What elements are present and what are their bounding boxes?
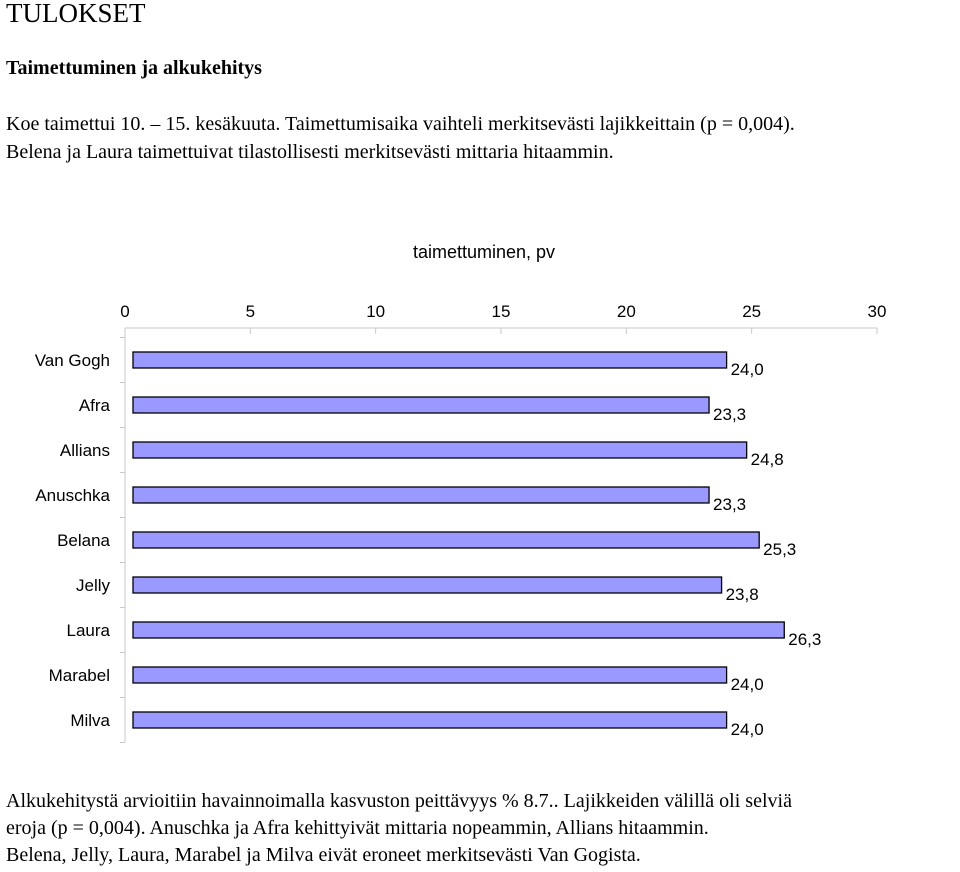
bar-value-label: 23,3: [713, 405, 746, 424]
x-tick-label: 5: [246, 302, 255, 321]
bar: [132, 621, 785, 639]
x-tick-label: 20: [617, 302, 636, 321]
bar: [132, 576, 723, 594]
intro-paragraph: Koe taimettui 10. – 15. kesäkuuta. Taime…: [6, 110, 795, 166]
x-axis: 0 5 10 15 20 25 30: [120, 302, 886, 743]
bar: [132, 531, 760, 549]
x-tick-label: 30: [868, 302, 887, 321]
category-label: Marabel: [49, 666, 110, 685]
category-label: Laura: [67, 621, 111, 640]
bar-value-label: 24,8: [751, 450, 784, 469]
bar-value-label: 26,3: [788, 630, 821, 649]
bars: 24,0 23,3 24,8 23,3 25,3 23,8 26,3 24,0 24,0: [132, 351, 821, 739]
page-heading: TULOKSET: [6, 0, 146, 28]
x-tick-label: 10: [366, 302, 385, 321]
bar-value-label: 23,3: [713, 495, 746, 514]
bar-value-label: 24,0: [731, 360, 764, 379]
bar: [132, 396, 710, 414]
category-label: Milva: [70, 711, 110, 730]
category-label: Jelly: [76, 576, 111, 595]
category-label: Anuschka: [35, 486, 110, 505]
bar: [132, 351, 728, 369]
section-subheading: Taimettuminen ja alkukehitys: [6, 57, 262, 79]
bar-value-label: 23,8: [726, 585, 759, 604]
category-label: Van Gogh: [35, 351, 110, 370]
bar: [132, 441, 748, 459]
x-tick-label: 15: [492, 302, 511, 321]
category-label: Afra: [79, 396, 111, 415]
outro-paragraph: Alkukehitystä arvioitiin havainnoimalla …: [6, 788, 792, 869]
chart-title: taimettuminen, pv: [413, 242, 555, 262]
category-label: Allians: [60, 441, 110, 460]
bar-value-label: 24,0: [731, 675, 764, 694]
bar: [132, 666, 728, 684]
bar-value-label: 24,0: [731, 720, 764, 739]
intro-line: Belena ja Laura taimettuivat tilastollis…: [6, 141, 614, 163]
outro-line: Belena, Jelly, Laura, Marabel ja Milva e…: [6, 844, 641, 866]
emergence-bar-chart: taimettuminen, pv 0 5 10 15 20 25 30 24,023,32…: [35, 242, 886, 743]
outro-line: eroja (p = 0,004). Anuschka ja Afra kehi…: [6, 817, 709, 839]
intro-line: Koe taimettui 10. – 15. kesäkuuta. Taime…: [6, 113, 795, 135]
category-label: Belana: [57, 531, 110, 550]
x-tick-label: 0: [120, 302, 129, 321]
x-tick-label: 25: [742, 302, 761, 321]
bar-value-label: 25,3: [763, 540, 796, 559]
bar: [132, 486, 710, 504]
bar: [132, 711, 728, 729]
outro-line: Alkukehitystä arvioitiin havainnoimalla …: [6, 790, 792, 812]
category-labels: Van Gogh Afra Allians Anuschka Belana Jelly La…: [35, 351, 111, 730]
